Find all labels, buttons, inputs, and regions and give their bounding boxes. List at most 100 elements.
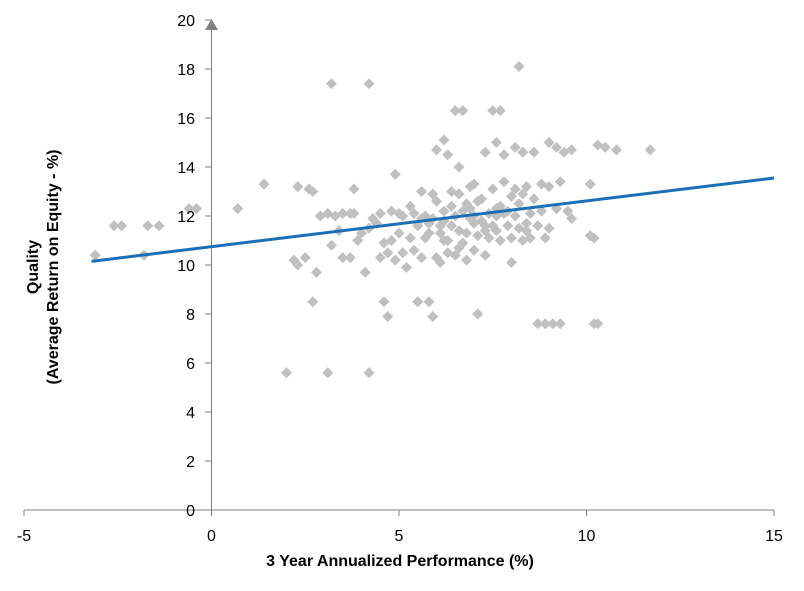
data-point — [153, 220, 165, 232]
data-point — [404, 232, 416, 244]
data-point — [494, 105, 506, 117]
axes — [23, 19, 775, 516]
data-point — [539, 232, 551, 244]
data-point — [543, 137, 555, 148]
data-point — [389, 168, 401, 180]
data-point — [468, 244, 480, 256]
x-tick-label: 15 — [765, 528, 783, 545]
data-point — [521, 225, 532, 237]
data-point — [438, 134, 450, 146]
data-point — [382, 247, 394, 259]
data-point — [487, 183, 499, 195]
data-point — [337, 252, 349, 264]
y-axis-arrow-icon — [205, 19, 218, 30]
data-point — [438, 205, 450, 217]
data-point — [509, 210, 521, 222]
x-tick-label: -5 — [17, 528, 31, 545]
data-point — [487, 105, 499, 117]
data-point — [142, 220, 154, 232]
data-point — [356, 227, 367, 239]
y-tick-label: 14 — [177, 160, 195, 177]
data-point — [434, 220, 446, 232]
data-point — [543, 181, 555, 193]
data-point — [423, 227, 435, 239]
data-point — [528, 193, 540, 205]
data-point — [449, 105, 461, 117]
data-point — [363, 367, 375, 379]
data-point — [453, 161, 465, 173]
data-point — [521, 181, 532, 193]
data-point — [408, 208, 420, 220]
data-point — [442, 149, 454, 161]
data-point — [592, 318, 604, 330]
data-point — [521, 217, 532, 229]
data-point — [423, 296, 435, 308]
y-tick-label: 0 — [186, 503, 195, 520]
data-point — [461, 227, 472, 239]
data-point — [547, 318, 559, 330]
y-tick-label: 2 — [186, 454, 195, 471]
data-point — [389, 254, 401, 266]
data-point — [479, 249, 491, 261]
y-tick-label: 6 — [186, 356, 195, 373]
data-point — [566, 144, 577, 156]
y-axis-title-line1: Quality — [25, 240, 42, 294]
data-point — [532, 318, 544, 330]
y-tick-label: 16 — [177, 111, 195, 128]
data-point — [404, 200, 416, 212]
data-point — [431, 144, 442, 156]
data-point — [644, 144, 656, 156]
data-point — [352, 235, 364, 246]
y-tick-label: 8 — [186, 307, 195, 324]
data-point — [551, 141, 562, 153]
data-point — [397, 210, 409, 222]
data-point — [528, 146, 540, 158]
y-tick-label: 12 — [177, 209, 195, 226]
data-point — [374, 208, 386, 220]
data-point — [446, 220, 457, 232]
data-point — [498, 149, 510, 161]
data-point — [554, 318, 566, 330]
data-point — [513, 198, 525, 210]
data-point — [281, 367, 292, 379]
data-point — [476, 193, 487, 205]
data-point — [543, 222, 555, 234]
data-point — [472, 230, 484, 242]
data-point — [483, 232, 495, 244]
data-point — [611, 144, 622, 156]
y-tick-label: 18 — [177, 62, 195, 79]
data-point — [524, 232, 536, 244]
data-point — [397, 247, 409, 259]
data-point — [479, 146, 491, 158]
data-point — [326, 239, 337, 251]
data-point — [299, 252, 311, 264]
data-point — [446, 200, 457, 212]
data-point — [517, 146, 529, 158]
y-axis-title-line2: (Average Return on Equity - %) — [45, 150, 62, 385]
data-point — [322, 367, 334, 379]
data-point — [584, 178, 596, 190]
data-point — [498, 176, 510, 188]
data-point — [461, 254, 472, 266]
data-point — [509, 183, 521, 195]
y-tick-label: 20 — [177, 13, 195, 30]
data-point — [532, 220, 544, 232]
data-point — [416, 252, 427, 264]
data-point — [434, 227, 446, 239]
data-point — [292, 259, 304, 271]
data-point — [449, 249, 461, 261]
data-point — [393, 227, 405, 239]
data-point — [307, 186, 319, 197]
data-point — [382, 310, 394, 322]
data-point — [494, 200, 506, 212]
data-point — [292, 181, 304, 193]
data-point — [337, 208, 349, 220]
data-point — [502, 220, 514, 232]
data-point — [491, 225, 502, 237]
data-point — [468, 178, 480, 190]
data-point — [307, 296, 319, 308]
data-point — [386, 235, 397, 246]
data-point — [517, 188, 529, 200]
data-point — [374, 252, 386, 264]
